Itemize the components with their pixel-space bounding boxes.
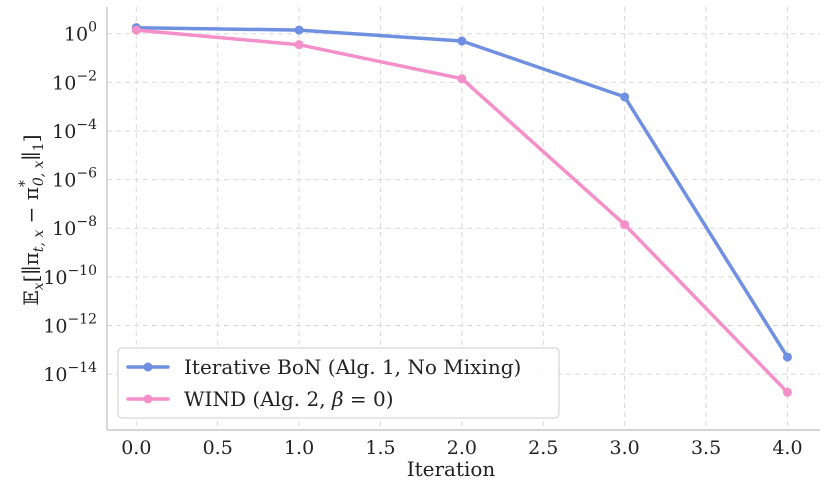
data-point-0	[782, 352, 792, 362]
tick-layer: 0.0 0.5 1.0 1.5 2.0 2.5 3.0 3.5 4.0 100 10−2 10−4 10…	[43, 20, 802, 459]
x-tick-label: 4.0	[772, 437, 802, 459]
x-tick-label: 0.0	[121, 437, 151, 459]
legend-label-wind: WIND (Alg. 2, β = 0)	[184, 387, 394, 411]
data-point-0	[457, 36, 467, 46]
y-tick-label: 10−6	[52, 166, 97, 192]
y-tick-label: 100	[64, 20, 97, 46]
legend-marker-wind	[143, 394, 153, 404]
y-tick-label: 10−14	[43, 360, 97, 386]
axes-layer	[106, 7, 820, 431]
y-tick-label: 10−12	[43, 311, 97, 337]
legend-marker-iterative-bon	[143, 362, 153, 372]
x-tick-label: 1.0	[284, 437, 314, 459]
data-point-1	[294, 40, 304, 50]
x-tick-label: 3.5	[691, 437, 721, 459]
x-tick-label: 3.0	[610, 437, 640, 459]
legend: Iterative BoN (Alg. 1, No Mixing) WIND (…	[117, 347, 560, 419]
data-point-0	[294, 25, 304, 35]
series-line-1	[134, 28, 790, 395]
y-tick-label: 10−2	[52, 68, 97, 94]
series-layer	[131, 23, 792, 397]
y-axis-label: 𝔼x[∥πt, x − π*0, x∥1]	[17, 134, 47, 305]
x-tick-label: 1.5	[365, 437, 395, 459]
data-point-1	[782, 387, 792, 397]
legend-label-iterative-bon: Iterative BoN (Alg. 1, No Mixing)	[184, 355, 521, 379]
data-point-1	[457, 74, 467, 84]
grid-layer	[107, 7, 820, 430]
y-tick-label: 10−8	[52, 214, 97, 240]
x-axis-label: Iteration	[407, 457, 496, 481]
data-point-0	[620, 92, 630, 102]
x-tick-label: 2.0	[447, 437, 477, 459]
x-tick-label: 0.5	[203, 437, 233, 459]
y-tick-label: 10−10	[43, 263, 97, 289]
data-point-1	[620, 220, 630, 230]
x-tick-label: 2.5	[528, 437, 558, 459]
y-tick-label: 10−4	[52, 117, 97, 143]
data-point-1	[131, 25, 141, 35]
legend-box	[117, 347, 560, 419]
